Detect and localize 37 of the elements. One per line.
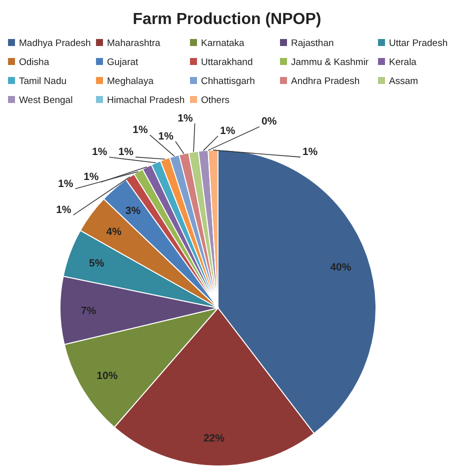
legend-label: Others (201, 95, 230, 106)
legend-label: Odisha (19, 57, 50, 68)
legend-label: Tamil Nadu (19, 76, 67, 87)
data-label: 1% (56, 204, 72, 216)
data-label: 7% (80, 305, 97, 318)
legend-label: West Bengal (19, 95, 73, 106)
legend-label: Madhya Pradesh (19, 38, 91, 49)
data-label: 4% (106, 226, 122, 238)
legend-label: Chhattisgarh (201, 76, 255, 87)
text: 0% (262, 116, 277, 128)
legend-label: Uttarakhand (201, 57, 253, 68)
data-label: 22% (203, 432, 226, 444)
legend-label: Karnataka (201, 38, 246, 49)
data-label: 10% (96, 370, 118, 382)
legend-label: Uttar Pradesh (389, 38, 448, 49)
legend-label: Kerala (389, 57, 418, 68)
legend-label: Jammu & Kashmir (291, 57, 369, 68)
data-label: 1% (118, 146, 134, 158)
data-label: 1% (132, 124, 149, 136)
legend-label: Himachal Pradesh (107, 95, 185, 106)
legend-label: Maharashtra (107, 38, 162, 49)
data-label: 40% (330, 261, 352, 274)
data-label: 1% (158, 130, 174, 142)
data-label: 1% (220, 125, 236, 137)
legend-label: Andhra Pradesh (291, 76, 360, 87)
data-label: 1% (58, 178, 74, 190)
data-label: 5% (89, 258, 105, 270)
legend-label: Assam (389, 76, 418, 87)
data-label: 3% (125, 205, 142, 218)
data-label: 1% (178, 112, 194, 124)
data-label: 1% (92, 146, 108, 158)
legend-label: Gujarat (107, 57, 139, 68)
data-label: 1% (302, 146, 318, 158)
legend-label: Meghalaya (107, 76, 154, 87)
data-label: 1% (84, 171, 100, 184)
legend-label: Rajasthan (291, 38, 334, 49)
chart-title: Farm Production (NPOP) (132, 11, 322, 28)
